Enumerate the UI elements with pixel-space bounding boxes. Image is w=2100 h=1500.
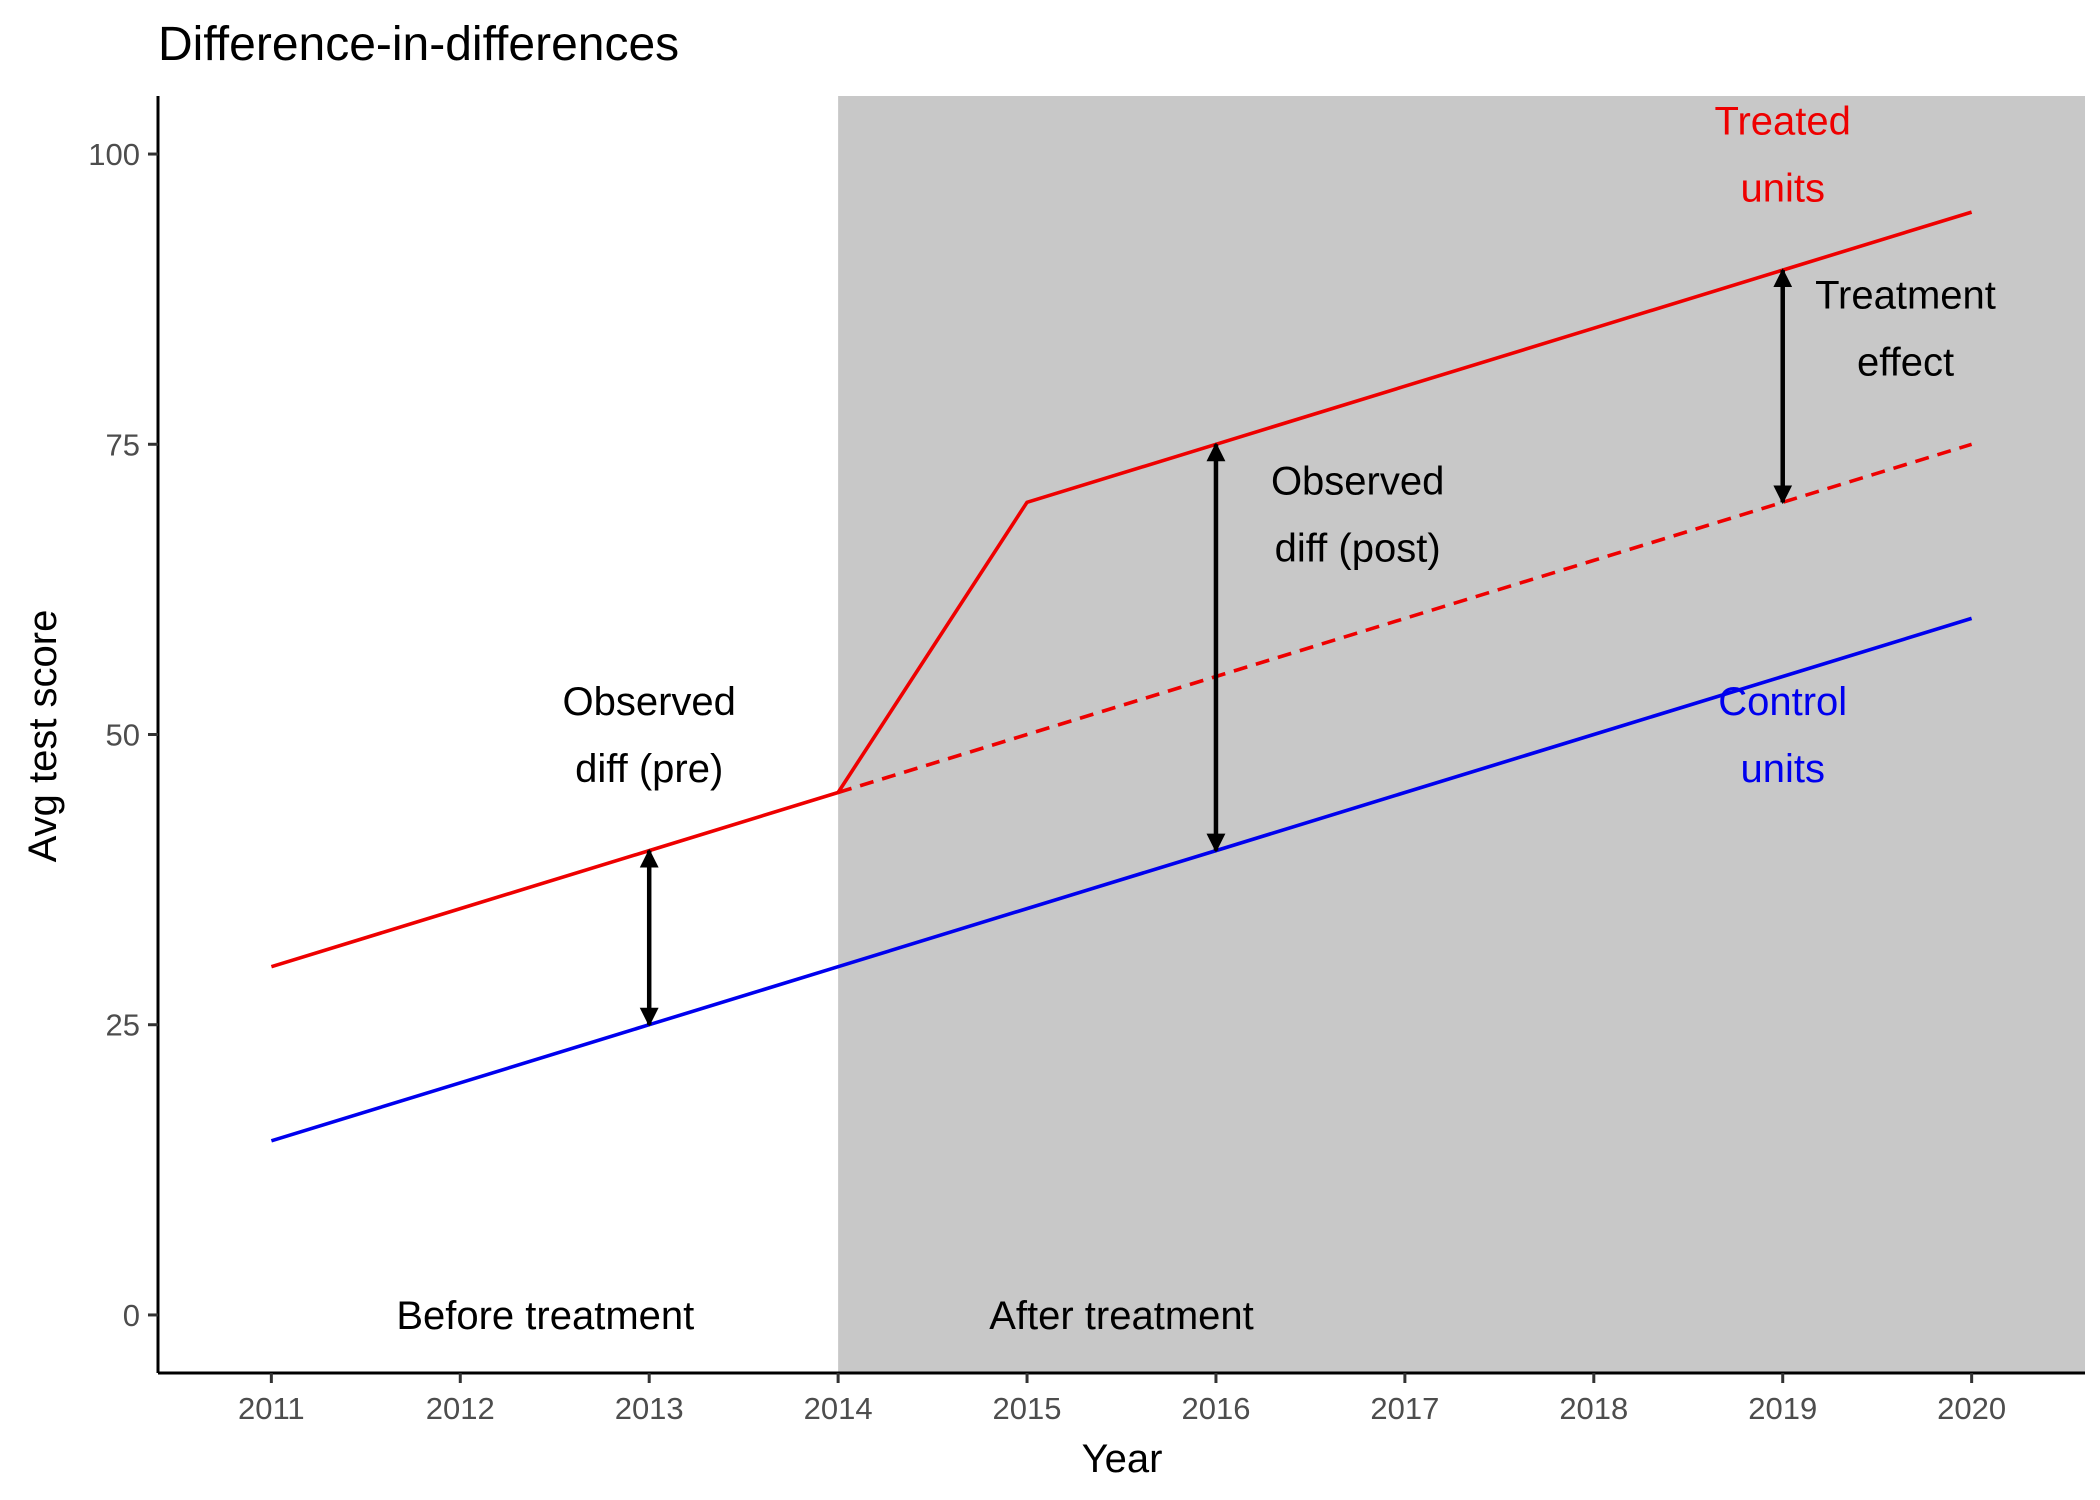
treated-counterfactual-line	[837, 442, 1973, 795]
y-tick-label: 25	[106, 1008, 140, 1043]
x-tick-label: 2013	[615, 1391, 684, 1426]
annotation-line: Observed	[1271, 459, 1444, 503]
annotation-before-treatment: Before treatment	[396, 1294, 694, 1338]
annotation-control-units: Control units	[1718, 680, 1847, 791]
x-tick-label: 2012	[426, 1391, 495, 1426]
annotation-line: Before treatment	[396, 1294, 694, 1338]
annotation-treatment-effect: Treatment effect	[1815, 274, 1996, 385]
annotation-line: effect	[1857, 341, 1954, 385]
y-tick-label: 50	[106, 718, 140, 753]
y-tick-label: 75	[106, 427, 140, 462]
chart-title: Difference-in-differences	[158, 18, 679, 71]
x-axis-title: Year	[1082, 1437, 1163, 1481]
y-axis-title: Avg test score	[21, 610, 65, 863]
x-tick-label: 2020	[1937, 1391, 2006, 1426]
annotation-line: units	[1740, 747, 1825, 791]
x-tick-label: 2019	[1748, 1391, 1817, 1426]
annotation-observed-diff-post: Observed diff (post)	[1271, 459, 1444, 570]
treated-units-line	[270, 210, 1973, 969]
x-tick-label: 2011	[238, 1391, 305, 1426]
y-tick-label: 0	[123, 1298, 140, 1333]
annotation-line: units	[1740, 167, 1825, 211]
x-tick-label: 2016	[1181, 1391, 1250, 1426]
annotation-line: After treatment	[989, 1294, 1254, 1338]
x-tick-label: 2017	[1370, 1391, 1439, 1426]
annotation-line: diff (pre)	[575, 747, 723, 791]
annotation-line: Treated	[1715, 100, 1851, 144]
after-treatment-region	[838, 96, 2085, 1373]
annotation-observed-diff-pre: Observed diff (pre)	[562, 680, 735, 791]
x-tick-label: 2018	[1559, 1391, 1628, 1426]
annotation-line: Control	[1718, 680, 1847, 724]
control-units-line	[270, 616, 1973, 1143]
annotation-line: Observed	[562, 680, 735, 724]
annotation-after-treatment: After treatment	[989, 1294, 1254, 1338]
annotation-line: diff (post)	[1275, 526, 1441, 570]
x-tick-label: 2014	[804, 1391, 873, 1426]
y-tick-label: 100	[88, 137, 140, 172]
annotation-treated-units: Treated units	[1715, 100, 1851, 211]
annotation-line: Treatment	[1815, 274, 1996, 318]
x-tick-label: 2015	[993, 1391, 1062, 1426]
